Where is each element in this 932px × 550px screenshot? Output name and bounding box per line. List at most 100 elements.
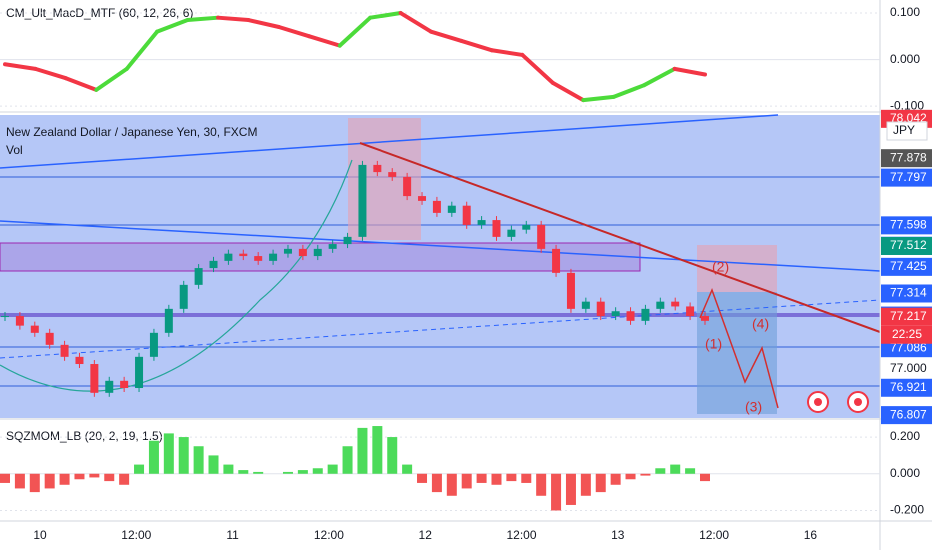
- candle: [135, 356, 144, 389]
- momentum-bar: [640, 473, 651, 476]
- macd-segment: [550, 80, 586, 103]
- momentum-bar: [551, 473, 562, 511]
- dashed-trend: [0, 299, 881, 359]
- momentum-bar: [417, 473, 428, 483]
- candle: [462, 205, 471, 225]
- candle: [209, 260, 218, 269]
- momentum-bar: [327, 464, 338, 474]
- macd-segment: [337, 15, 373, 48]
- x-tick-label: 12:00: [121, 528, 151, 542]
- target-zone: [697, 292, 777, 414]
- macd-segment: [246, 18, 281, 29]
- candle: [239, 253, 248, 257]
- momentum-bar: [491, 473, 502, 485]
- candle: [507, 229, 516, 237]
- x-tick-label: 11: [226, 528, 239, 542]
- y-tick-label: 77.425: [890, 259, 927, 273]
- candle: [60, 344, 69, 357]
- momentum-bar: [685, 468, 696, 474]
- volume-label: Vol: [6, 143, 23, 157]
- countdown-bg: [881, 325, 932, 344]
- momentum-bar: [402, 464, 413, 474]
- price-tag: [881, 284, 932, 303]
- chart-title: New Zealand Dollar / Japanese Yen, 30, F…: [6, 125, 257, 139]
- wave-label: (2): [712, 259, 729, 275]
- price-tag: [881, 378, 932, 397]
- momentum-bar: [44, 473, 55, 489]
- momentum-bar: [134, 464, 145, 474]
- momentum-bar: [29, 473, 40, 493]
- macd-segment: [124, 29, 160, 71]
- momentum-bar: [178, 437, 189, 474]
- price-tag: [881, 236, 932, 255]
- macd-segment: [33, 66, 68, 81]
- candle: [283, 248, 292, 254]
- y-tick-label: 77.598: [890, 218, 927, 232]
- macd-segment: [3, 62, 38, 71]
- y-tick-label: 0.000: [890, 52, 920, 66]
- momentum-bar: [476, 473, 487, 483]
- y-tick-label: 77.314: [890, 286, 927, 300]
- candle: [656, 301, 665, 309]
- macd-segment: [155, 18, 190, 34]
- replay-icons[interactable]: [807, 391, 869, 413]
- momentum-bar: [14, 473, 25, 489]
- currency-bg: [886, 121, 928, 141]
- momentum-bar: [506, 473, 517, 482]
- candle: [388, 172, 397, 177]
- momentum-bar: [74, 473, 85, 480]
- momentum-bar: [89, 473, 100, 478]
- macd-segment: [429, 29, 464, 43]
- y-tick-label: 0.200: [890, 429, 920, 443]
- candle: [581, 301, 590, 309]
- momentum-bar: [253, 471, 264, 474]
- candle: [671, 301, 680, 307]
- candle: [149, 332, 158, 357]
- momentum-bar: [104, 473, 115, 482]
- candle: [90, 364, 99, 393]
- momentum-bar: [387, 437, 398, 474]
- y-tick-label: 76.807: [890, 407, 927, 421]
- candle: [254, 256, 263, 261]
- y-tick-label: 77.000: [890, 361, 927, 375]
- macd-segment: [185, 15, 221, 23]
- wave-label: (4): [752, 316, 769, 332]
- y-tick-label: 77.512: [890, 238, 927, 252]
- candle: [596, 301, 605, 317]
- candle: [343, 236, 352, 245]
- momentum-bar: [238, 470, 249, 474]
- candle: [120, 380, 129, 389]
- y-tick-label: -0.200: [890, 503, 924, 517]
- currency: JPY: [893, 123, 915, 137]
- momentum-bar: [342, 446, 353, 474]
- momentum-bar: [700, 473, 710, 482]
- candle: [701, 316, 709, 321]
- macd-segment: [520, 52, 555, 85]
- purple-zone: [0, 242, 641, 272]
- momentum-bar: [580, 473, 591, 496]
- candle: [105, 380, 114, 393]
- momentum-bar: [163, 433, 174, 474]
- candle: [686, 306, 695, 317]
- candle: [298, 248, 307, 257]
- candle: [641, 308, 650, 321]
- macd-segment: [307, 34, 342, 48]
- candle: [328, 244, 337, 249]
- candle: [626, 311, 635, 321]
- candle: [30, 325, 39, 333]
- momentum-bar: [223, 464, 234, 474]
- momentum-bar: [0, 473, 10, 483]
- candle: [1, 316, 9, 318]
- candle: [224, 253, 233, 261]
- macd-segment: [672, 66, 707, 77]
- candle: [269, 253, 278, 261]
- momentum-bar: [148, 440, 159, 474]
- price-tag: [881, 168, 932, 187]
- momentum-bar: [565, 473, 576, 505]
- candle: [492, 220, 501, 237]
- candle: [418, 196, 427, 201]
- countdown: 22:25: [892, 327, 922, 341]
- indicator-title: SQZMOM_LB (20, 2, 19, 1.5): [6, 429, 163, 443]
- momentum-bar: [536, 473, 547, 496]
